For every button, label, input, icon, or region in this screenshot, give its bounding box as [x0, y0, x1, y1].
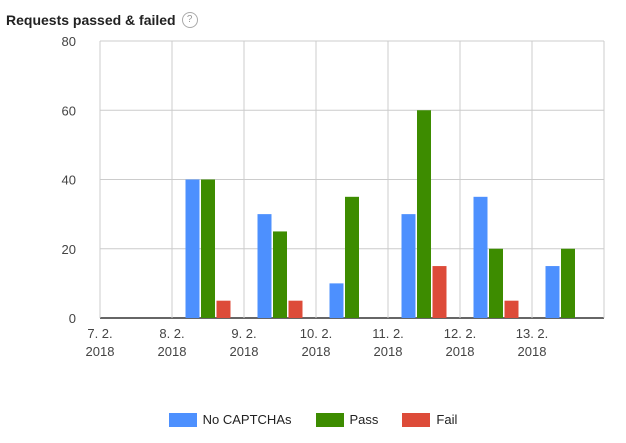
bar-no-captchas: [185, 179, 200, 318]
bar-fail: [432, 266, 447, 318]
bar-no-captchas: [329, 283, 344, 318]
chart-title: Requests passed & failed ?: [6, 12, 198, 28]
legend-item[interactable]: Pass: [315, 412, 379, 427]
y-tick-label: 80: [62, 34, 76, 49]
legend-label: No CAPTCHAs: [202, 412, 292, 427]
legend-swatch: [315, 412, 344, 427]
x-tick-label: 10. 2. 2018: [300, 326, 333, 359]
bar-no-captchas: [473, 196, 488, 318]
x-tick-label: 9. 2. 2018: [230, 326, 259, 359]
legend-swatch: [168, 412, 197, 427]
bar-fail: [288, 300, 303, 318]
x-tick-label: 13. 2. 2018: [516, 326, 549, 359]
x-tick-label: 11. 2. 2018: [372, 326, 404, 359]
y-tick-label: 40: [62, 173, 76, 188]
bar-pass: [345, 196, 359, 318]
bar-fail: [504, 300, 519, 318]
bar-pass: [561, 248, 575, 318]
chart-title-text: Requests passed & failed: [6, 12, 176, 28]
legend-label: Fail: [436, 412, 458, 427]
legend-swatch: [402, 412, 431, 427]
x-tick-label: 8. 2. 2018: [158, 326, 187, 359]
bar-no-captchas: [401, 214, 416, 318]
question-circle-icon[interactable]: ?: [181, 12, 198, 28]
bar-no-captchas: [545, 266, 560, 318]
bar-fail: [216, 300, 231, 318]
x-tick-label: 7. 2. 2018: [86, 326, 115, 359]
y-tick-label: 20: [62, 242, 76, 257]
bar-no-captchas: [257, 214, 272, 318]
bar-chart: 0 20 40 60 80 7. 2. 2018 8. 2. 2018 9. 2. 2018 10. …: [62, 34, 605, 359]
bar-pass: [201, 179, 215, 318]
bar-pass: [417, 110, 431, 318]
legend-item[interactable]: Fail: [402, 412, 457, 427]
bar-pass: [273, 231, 287, 318]
legend-item[interactable]: No CAPTCHAs: [168, 412, 292, 427]
x-tick-label: 12. 2. 2018: [444, 326, 477, 359]
y-tick-label: 60: [62, 103, 76, 118]
bar-pass: [489, 248, 503, 318]
y-tick-label: 0: [69, 311, 76, 326]
chart-legend: No CAPTCHAs Pass Fail: [0, 412, 626, 427]
legend-label: Pass: [349, 412, 379, 427]
